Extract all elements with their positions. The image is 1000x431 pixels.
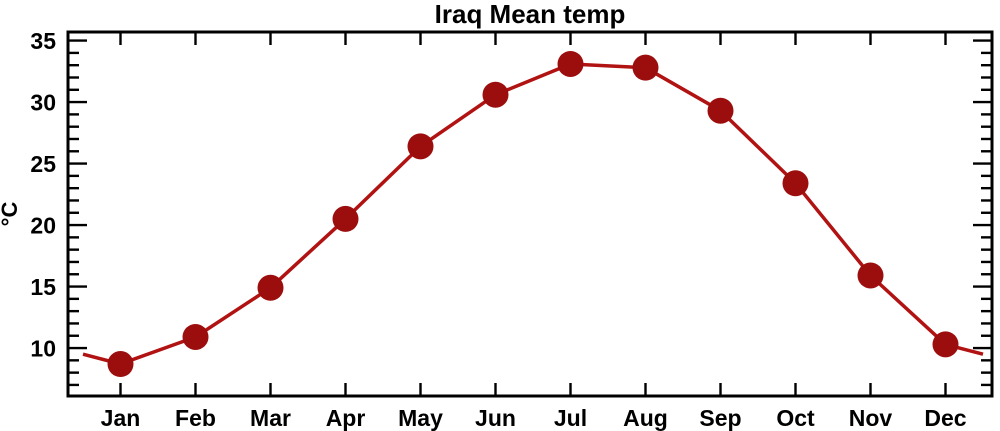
data-point-mar [257,274,284,301]
data-point-sep [707,97,734,124]
data-point-may [407,133,434,160]
x-tick-label-oct: Oct [776,405,815,431]
x-tick-label-jul: Jul [554,405,587,431]
x-tick-label-feb: Feb [175,405,216,431]
y-tick-label: 15 [30,274,56,300]
y-tick-label: 25 [30,151,56,177]
x-tick-label-apr: Apr [326,405,366,431]
y-tick-label: 30 [30,90,56,116]
x-tick-label-jun: Jun [475,405,516,431]
chart-title: Iraq Mean temp [435,0,626,29]
plot-frame [66,30,994,398]
data-point-nov [857,262,884,289]
x-tick-labels: Jan Feb Mar Apr May Jun Jul Aug Sep Oct Nov Dec [101,405,967,431]
x-tick-label-nov: Nov [849,405,893,431]
temperature-line [82,62,984,366]
data-point-oct [782,170,809,197]
data-point-apr [332,205,359,232]
y-axis-label: °C [0,202,22,227]
y-tick-labels: 10 15 20 25 30 35 [30,28,56,361]
x-tick-label-may: May [398,405,443,431]
data-point-dec [932,331,959,358]
x-tick-label-sep: Sep [699,405,741,431]
data-point-jan [107,351,134,378]
y-tick-label: 10 [30,336,56,362]
data-point-feb [182,323,209,350]
x-tick-label-dec: Dec [924,405,966,431]
data-point-jun [482,81,509,108]
data-point-jul [557,50,584,77]
y-tick-label: 35 [30,28,56,54]
axis-ticks [68,32,992,396]
data-point-aug [632,54,659,81]
data-series [82,50,984,378]
x-tick-label-jan: Jan [101,405,141,431]
plot-border [66,30,994,398]
x-tick-label-aug: Aug [623,405,668,431]
x-tick-label-mar: Mar [250,405,291,431]
y-tick-label: 20 [30,213,56,239]
